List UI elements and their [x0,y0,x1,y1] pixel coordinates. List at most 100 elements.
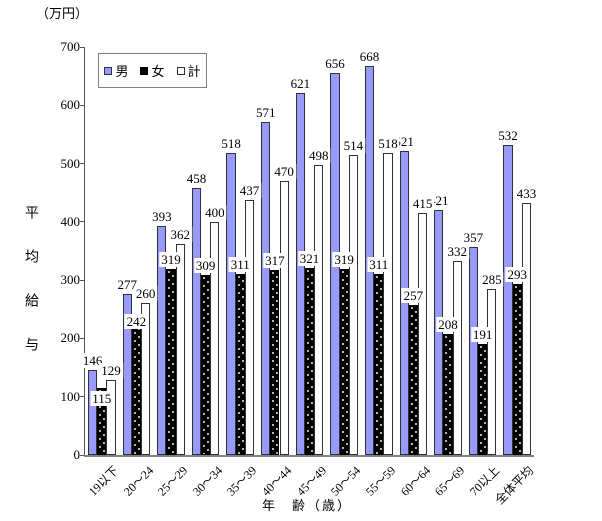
value-label-male-3: 458 [184,171,209,187]
value-label-female-11: 191 [470,326,495,342]
y-axis-line [84,47,85,457]
female-swatch-icon [140,66,149,75]
bar-total-1 [141,303,151,455]
value-label-female-5: 317 [263,253,287,269]
bar-male-6 [295,93,305,455]
value-label-female-4: 311 [228,256,252,272]
value-label-female-8: 311 [367,256,391,272]
bar-male-10 [434,209,444,455]
value-label-male-8: 668 [357,48,382,64]
value-label-total-0: 129 [99,362,123,378]
bar-female-7 [339,269,349,455]
y-tick-500 [80,163,84,165]
bar-total-9 [417,213,428,455]
value-label-male-11: 357 [461,229,486,245]
y-tick-label-600: 600 [60,97,81,113]
y-axis-title: 平均給与 [23,205,38,381]
value-label-female-2: 319 [159,252,183,268]
value-label-total-3: 400 [203,204,227,220]
value-label-total-5: 470 [272,164,296,180]
y-tick-label-100: 100 [60,388,81,404]
bar-female-5 [270,270,280,455]
x-axis-title: 年 齢（歳） [261,498,352,513]
value-label-female-9: 257 [401,288,426,304]
bar-male-2 [157,225,167,455]
value-label-male-4: 518 [219,136,243,152]
value-label-male-5: 571 [253,105,278,121]
value-label-male-2: 393 [150,208,174,224]
value-label-total-8: 518 [376,136,400,152]
value-label-male-12: 532 [496,127,520,143]
bar-total-8 [383,153,393,455]
legend-item-total: 計 [176,61,201,80]
value-label-total-12: 433 [514,185,539,201]
bar-total-10 [452,261,462,455]
bar-total-6 [314,164,324,455]
y-tick-600 [80,104,84,106]
bar-male-4 [226,153,236,455]
bar-total-3 [210,221,220,455]
value-label-female-0: 115 [90,390,114,406]
bar-male-1 [122,293,132,455]
value-label-male-6: 621 [288,76,313,92]
bar-female-4 [235,273,245,455]
value-label-total-9: 415 [410,196,435,212]
bar-total-4 [244,200,255,455]
y-tick-300 [80,279,84,281]
legend-item-male: 男 [104,61,128,80]
legend: 男 女 計 [98,53,207,88]
legend-label-total: 計 [187,64,201,79]
bar-female-6 [304,267,315,455]
legend-label-female: 女 [151,64,165,79]
value-label-female-1: 242 [124,313,149,329]
bar-male-3 [191,188,202,455]
y-tick-400 [80,221,84,223]
value-label-male-1: 277 [115,276,139,292]
value-label-female-3: 309 [193,257,218,273]
value-label-total-6: 498 [306,147,331,163]
value-label-total-2: 362 [168,227,192,242]
value-label-male-7: 656 [323,55,347,71]
y-tick-700 [80,46,84,48]
legend-label-male: 男 [115,64,129,79]
bar-female-10 [443,333,453,455]
y-tick-label-0: 0 [73,447,81,462]
value-label-female-7: 319 [332,252,356,268]
bar-male-5 [261,122,271,455]
value-label-total-1: 260 [133,286,158,302]
y-tick-0 [80,454,84,456]
bar-male-12 [503,144,513,455]
bar-female-3 [201,274,211,455]
y-tick-label-300: 300 [60,272,81,288]
value-label-total-7: 514 [341,138,366,154]
bar-total-5 [279,181,289,455]
value-label-total-4: 437 [237,183,262,199]
male-swatch-icon [104,66,113,75]
total-swatch-icon [176,66,185,75]
bar-female-0 [97,387,107,455]
x-axis-line [84,455,534,457]
legend-item-female: 女 [140,61,165,80]
unit-label: （万円） [36,6,89,21]
bar-total-2 [175,244,185,455]
value-label-male-0: 146 [80,352,105,368]
bar-total-12 [521,202,532,455]
bar-female-8 [374,273,384,455]
bar-male-0 [88,369,98,455]
value-label-total-11: 285 [480,271,504,287]
value-label-female-10: 208 [436,316,460,332]
y-tick-label-400: 400 [60,213,81,229]
bar-female-2 [166,269,176,455]
bar-female-9 [408,305,418,455]
value-label-total-10: 332 [445,244,469,260]
bar-total-11 [487,288,497,455]
y-tick-label-200: 200 [60,330,81,346]
y-tick-label-700: 700 [60,39,81,54]
bar-total-7 [348,155,358,455]
y-tick-label-500: 500 [60,155,81,171]
y-tick-100 [80,396,84,398]
value-label-female-6: 321 [297,250,322,266]
bar-female-1 [131,313,141,455]
bar-female-11 [478,343,488,455]
